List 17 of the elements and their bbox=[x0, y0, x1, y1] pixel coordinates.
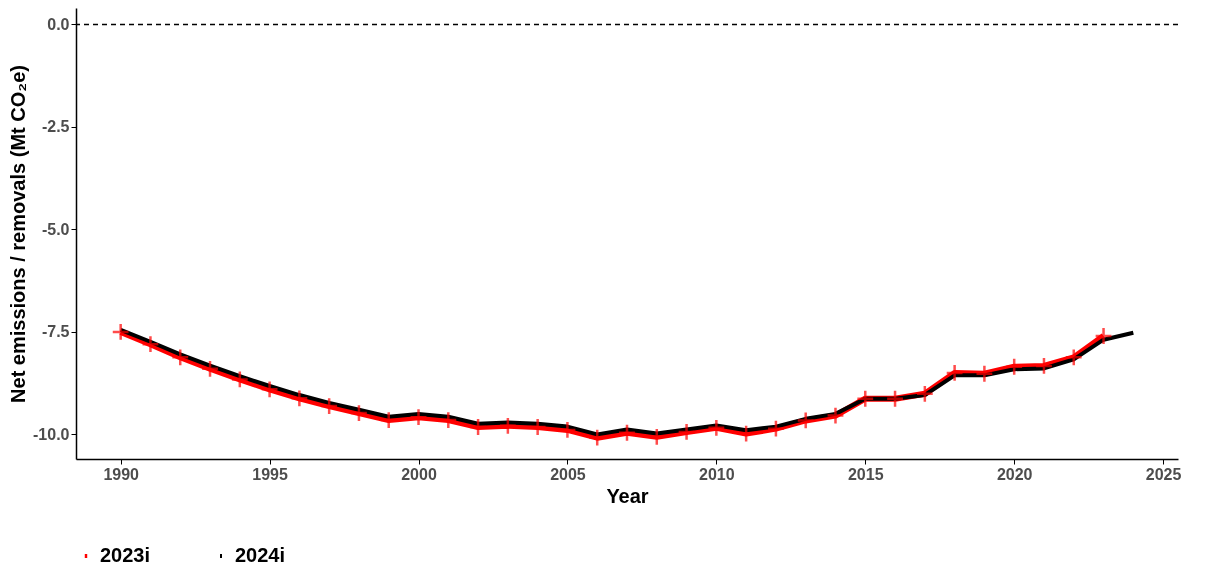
x-tick-label: 2000 bbox=[401, 465, 437, 483]
y-tick-label: -2.5 bbox=[41, 118, 70, 136]
y-axis-title: Net emissions / removals (Mt CO₂e) bbox=[7, 65, 30, 403]
legend-label: 2024i bbox=[235, 544, 286, 566]
x-tick-label: 2005 bbox=[550, 465, 586, 483]
x-tick-label: 2015 bbox=[847, 465, 884, 483]
x-tick-label: 2025 bbox=[1145, 465, 1182, 483]
x-tick-label: 2020 bbox=[996, 465, 1033, 483]
x-tick-label: 1990 bbox=[103, 465, 140, 483]
x-tick-label: 2010 bbox=[699, 465, 735, 483]
y-tick-label: -10.0 bbox=[33, 425, 70, 443]
legend-label: 2023i bbox=[100, 544, 151, 566]
x-axis-title: Year bbox=[606, 484, 649, 507]
y-tick-label: 0.0 bbox=[47, 15, 70, 33]
y-tick-label: -7.5 bbox=[41, 323, 70, 341]
x-tick-label: 1995 bbox=[252, 465, 288, 483]
y-tick-label: -5.0 bbox=[41, 220, 70, 238]
